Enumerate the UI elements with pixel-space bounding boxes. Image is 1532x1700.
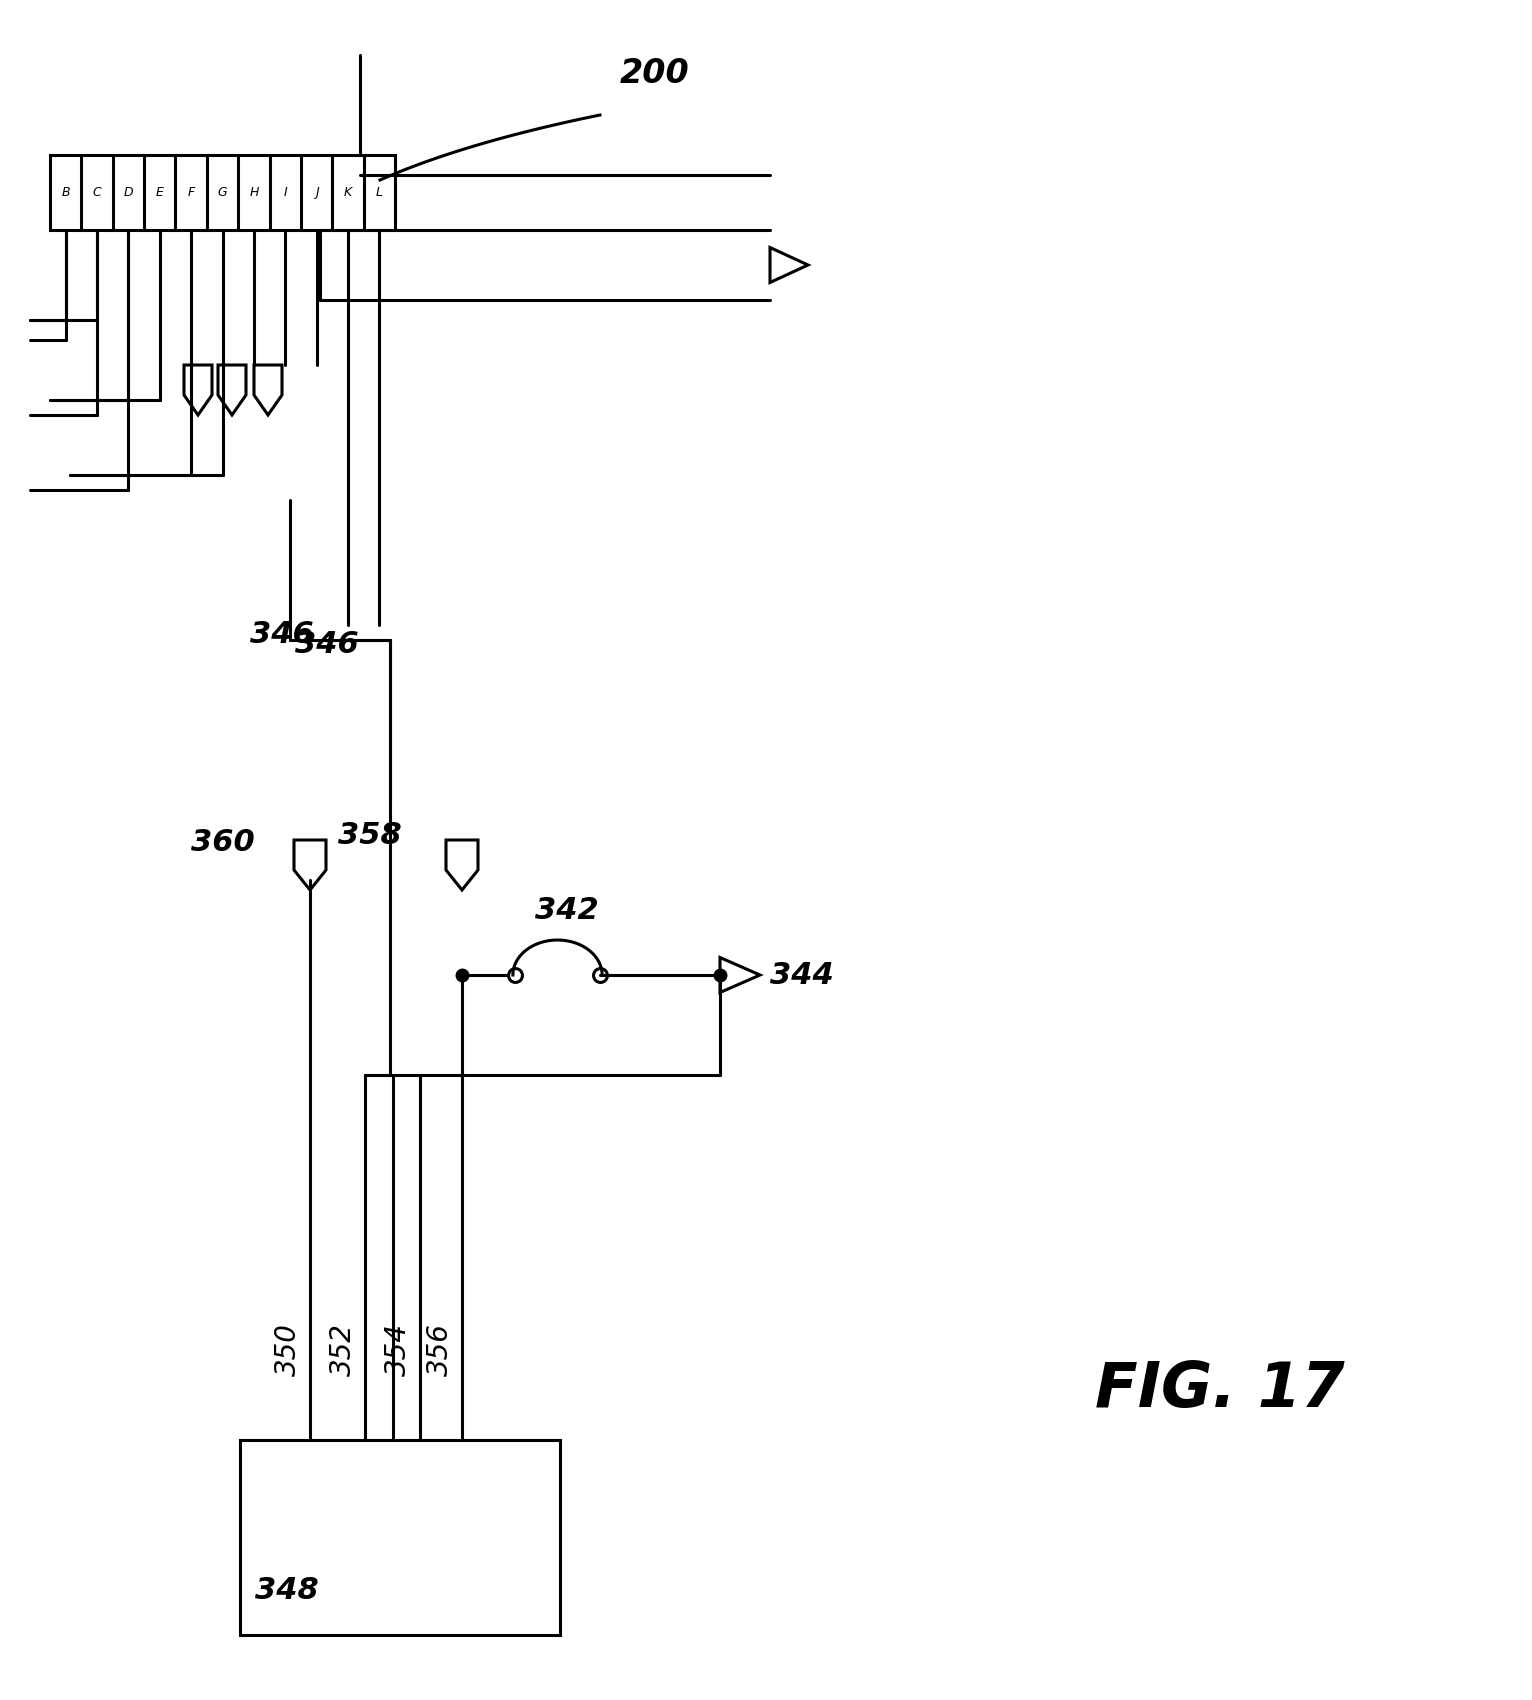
Text: 346: 346 xyxy=(250,620,314,649)
Text: I: I xyxy=(283,185,286,199)
Text: 348: 348 xyxy=(254,1576,319,1605)
Text: B: B xyxy=(61,185,70,199)
Text: G: G xyxy=(218,185,227,199)
Polygon shape xyxy=(720,957,760,993)
Text: L: L xyxy=(375,185,383,199)
Text: F: F xyxy=(187,185,195,199)
Text: 344: 344 xyxy=(771,960,833,989)
Text: 352: 352 xyxy=(329,1324,357,1377)
Text: J: J xyxy=(314,185,319,199)
Text: 358: 358 xyxy=(339,821,401,850)
Polygon shape xyxy=(184,366,211,415)
Text: 350: 350 xyxy=(274,1324,302,1377)
Polygon shape xyxy=(218,366,247,415)
Text: D: D xyxy=(124,185,133,199)
Bar xyxy=(51,155,395,230)
Text: 200: 200 xyxy=(620,56,689,90)
Polygon shape xyxy=(446,840,478,891)
Polygon shape xyxy=(294,840,326,891)
Text: 346: 346 xyxy=(296,631,358,660)
Polygon shape xyxy=(254,366,282,415)
Text: C: C xyxy=(92,185,101,199)
Text: FIG. 17: FIG. 17 xyxy=(1095,1360,1345,1419)
Text: 360: 360 xyxy=(192,828,254,857)
Text: 354: 354 xyxy=(385,1324,412,1377)
Text: K: K xyxy=(343,185,352,199)
Text: 356: 356 xyxy=(426,1324,453,1377)
Text: E: E xyxy=(156,185,164,199)
Text: H: H xyxy=(250,185,259,199)
Bar xyxy=(241,1440,561,1635)
Polygon shape xyxy=(771,248,807,282)
Text: 342: 342 xyxy=(535,896,599,925)
